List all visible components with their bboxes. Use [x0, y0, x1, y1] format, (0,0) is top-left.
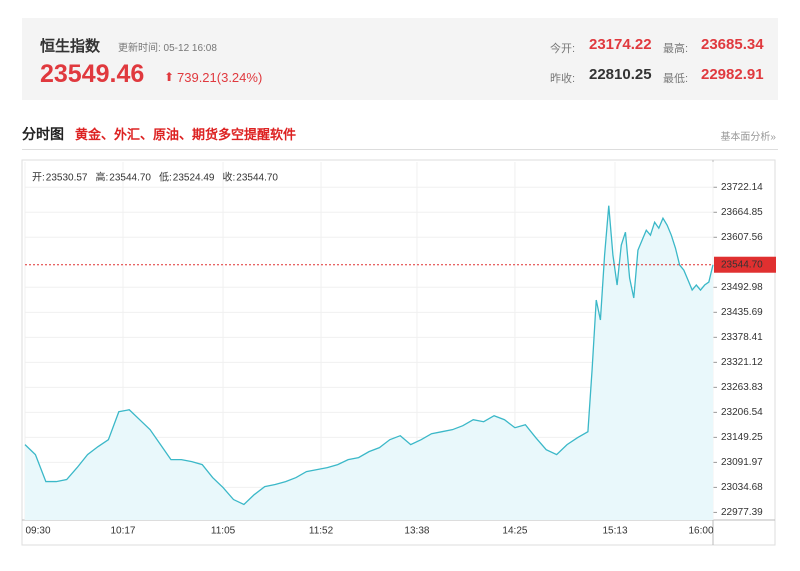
stat-label: 最高: — [663, 43, 689, 55]
stat-label: 昨收: — [550, 73, 576, 85]
stat-value: 22982.91 — [701, 66, 764, 83]
change: 739.21(3.24%) — [177, 70, 263, 85]
area — [25, 205, 713, 520]
update-time: 更新时间: 05-12 16:08 — [118, 43, 217, 54]
quote-panel — [22, 18, 778, 100]
info-value: 23530.57 — [46, 173, 88, 184]
stat-value: 23174.22 — [589, 36, 652, 53]
x-tick-label: 11:52 — [309, 526, 334, 537]
x-tick-label: 15:13 — [602, 526, 627, 537]
x-tick-label: 13:38 — [404, 526, 429, 537]
y-tick-label: 23492.98 — [721, 282, 763, 293]
stat-value: 23685.34 — [701, 36, 764, 53]
y-tick-label: 23263.83 — [721, 382, 763, 393]
info-value: 23544.70 — [109, 173, 151, 184]
y-tick-label: 23034.68 — [721, 482, 763, 493]
stat-label: 最低: — [663, 73, 689, 85]
price-line — [24, 205, 714, 506]
promo-link[interactable]: 黄金、外汇、原油、期货多空提醒软件 — [75, 127, 297, 142]
y-tick-label: 23435.69 — [721, 307, 763, 318]
last-price-box — [714, 256, 776, 273]
y-tick-label: 23091.97 — [721, 457, 763, 468]
y-tick-label: 23664.85 — [721, 207, 763, 218]
y-tick-label: 23722.14 — [721, 182, 763, 193]
x-tick-label: 14:25 — [502, 526, 527, 537]
y-tick-label: 23607.56 — [721, 232, 763, 243]
info-value: 23524.49 — [173, 173, 215, 184]
y-tick-label: 23149.25 — [721, 432, 763, 443]
up-arrow: ⬆ — [164, 70, 175, 84]
x-tick-label: 10:17 — [110, 526, 135, 537]
x-tick-label: 09:30 — [25, 526, 50, 537]
y-tick-label: 23378.41 — [721, 332, 763, 343]
y-tick-label: 23206.54 — [721, 407, 763, 418]
chart-frame — [21, 159, 776, 546]
index-title: 恒生指数 — [40, 38, 101, 55]
divider — [22, 149, 778, 150]
analysis-link[interactable]: 基本面分析» — [720, 132, 776, 143]
info-label: 低: — [159, 171, 172, 184]
stat-label: 今开: — [550, 43, 576, 55]
y-tick-label: 23321.12 — [721, 357, 763, 368]
x-tick-label: 16:00 — [688, 526, 713, 537]
info-label: 开: — [32, 173, 45, 184]
price: 23549.46 — [40, 60, 145, 88]
info-label: 收: — [223, 171, 236, 184]
stat-value: 22810.25 — [589, 66, 652, 83]
y-tick-label: 22977.39 — [721, 507, 763, 518]
info-value: 23544.70 — [236, 173, 278, 184]
info-label: 高: — [96, 171, 109, 184]
last-price-label: 23544.70 — [721, 259, 763, 270]
x-tick-label: 11:05 — [211, 526, 236, 537]
section-title: 分时图 — [22, 126, 64, 142]
